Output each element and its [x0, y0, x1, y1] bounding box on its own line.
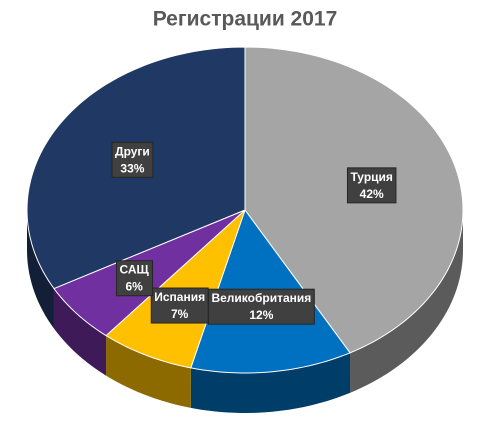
label-box — [150, 287, 209, 324]
label-box — [346, 167, 397, 204]
category-label: Турция — [350, 170, 392, 184]
data-label: Великобритания 12% — [207, 288, 315, 325]
value-label: 33% — [120, 161, 144, 175]
value-label: 6% — [125, 280, 143, 294]
data-label: Други 33% — [111, 141, 154, 178]
slice-side — [350, 210, 463, 393]
chart-title: Регистрации 2017 — [153, 8, 338, 31]
slice-side — [27, 210, 54, 329]
value-label: 42% — [360, 187, 384, 201]
category-label: Великобритания — [211, 291, 311, 305]
value-label: 12% — [249, 308, 273, 322]
label-box — [116, 260, 154, 297]
data-label: Турция 42% — [346, 167, 397, 204]
slice-side — [106, 335, 191, 408]
value-label: 7% — [171, 307, 189, 321]
category-label: Испания — [154, 290, 205, 304]
category-label: Други — [115, 144, 150, 158]
data-label: САЩ 6% — [116, 260, 154, 297]
slice-side — [190, 352, 351, 413]
label-box — [111, 141, 154, 178]
data-label: Испания 7% — [150, 287, 209, 324]
category-label: САЩ — [120, 263, 150, 277]
slice-side — [53, 288, 107, 376]
